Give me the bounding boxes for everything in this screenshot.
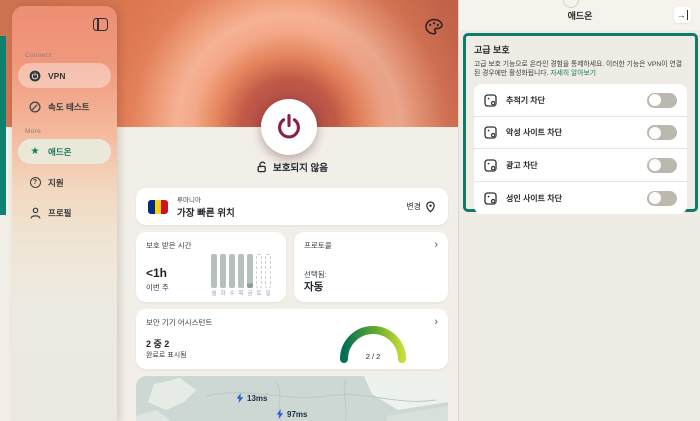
protected-time-title: 보호 받은 시간 (146, 241, 192, 250)
ping-badge: 97ms (276, 409, 307, 419)
toggle-switch-trackers[interactable] (647, 92, 677, 108)
theme-palette-icon[interactable] (424, 17, 444, 37)
usage-bar (211, 254, 217, 288)
gauge-label: 2 / 2 (365, 352, 381, 361)
security-assistant-card[interactable]: 보안 기기 어시스턴트 › 2 중 2 완료로 표시됨 2 / 2 (136, 309, 448, 369)
protected-time-card[interactable]: 보호 받은 시간 월 화 수 목 금 토 일 <1h 이번 (136, 232, 286, 302)
usage-bar (238, 254, 244, 288)
addons-panel: 애드온 → 고급 보호 고급 보호 기능으로 온라인 경험을 통제하세요. 이러… (458, 0, 700, 421)
protocol-value: 자동 (304, 281, 324, 293)
chevron-right-icon: › (434, 239, 438, 251)
usage-bar-future (256, 254, 262, 288)
tracker-blocker-icon (484, 126, 497, 139)
help-icon: ? (29, 177, 41, 188)
vpn-power-icon (29, 70, 41, 82)
protocol-card[interactable]: 프로토콜 › 선택됨: 자동 (294, 232, 448, 302)
chevron-right-icon: › (434, 316, 438, 328)
location-country: 루마니아 (177, 197, 201, 204)
star-icon: ★ (30, 145, 40, 157)
protection-toggles-card: 추적기 차단 악성 사이트 차단 (474, 84, 687, 215)
day-labels: 월 화 수 목 금 토 일 (211, 291, 271, 297)
location-title: 가장 빠른 위치 (177, 208, 235, 219)
status-label: 보호되지 않음 (272, 163, 329, 174)
protocol-title: 프로토콜 (304, 241, 332, 250)
usage-bar (229, 254, 235, 288)
toggle-switch-adult-sites[interactable] (647, 190, 677, 206)
connect-power-button[interactable] (261, 99, 317, 155)
lightning-icon (276, 409, 284, 419)
protected-time-value: <1h (146, 266, 168, 280)
ping-badge: 13ms (236, 393, 267, 403)
toggle-row-ads: 광고 차단 (474, 149, 687, 182)
usage-bar-today (247, 254, 253, 288)
weekly-usage-bars (211, 250, 277, 288)
power-icon (278, 113, 300, 139)
panel-handle-icon (563, 0, 579, 8)
protected-time-period: 이번 주 (146, 283, 169, 292)
latency-map-card[interactable]: 13ms 97ms (136, 376, 448, 421)
toggle-row-adult-sites: 성인 사이트 차단 (474, 182, 687, 215)
addons-panel-title: 애드온 (567, 10, 593, 21)
toggle-switch-malware[interactable] (647, 125, 677, 141)
sidebar-item-addons[interactable]: ★ 애드온 (18, 139, 111, 164)
assistant-count: 2 중 2 (146, 339, 170, 349)
collapse-panel-icon[interactable]: → (674, 7, 691, 23)
europe-map (136, 376, 448, 421)
change-location-button[interactable]: 변경 (406, 200, 436, 213)
location-card[interactable]: 루마니아 가장 빠른 위치 변경 (136, 188, 448, 225)
completion-gauge: 2 / 2 (336, 321, 410, 363)
sidebar-section-more: More (25, 128, 42, 135)
sidebar-collapse-icon[interactable] (93, 18, 108, 31)
advanced-protection-description: 고급 보호 기능으로 온라인 경험을 통제하세요. 이러한 기능은 VPN이 연… (474, 61, 682, 78)
protection-status: 보호되지 않음 (136, 160, 448, 174)
sidebar-item-profile[interactable]: 프로필 (18, 200, 111, 225)
tracker-blocker-icon (484, 191, 497, 205)
sidebar-item-speed-test[interactable]: 속도 테스트 (18, 94, 111, 119)
assistant-note: 완료로 표시됨 (146, 352, 187, 359)
toggle-row-malware: 악성 사이트 차단 (474, 117, 687, 150)
profile-icon (29, 207, 41, 219)
speedometer-icon (29, 100, 41, 113)
sidebar-section-connect: Connect (25, 52, 52, 59)
sidebar-item-support[interactable]: ? 지원 (18, 170, 111, 195)
toggle-row-trackers: 추적기 차단 (474, 84, 687, 117)
assistant-title: 보안 기기 어시스턴트 (146, 318, 213, 327)
addons-panel-header: 애드온 → (459, 0, 700, 30)
usage-bar (220, 254, 226, 288)
sidebar-item-vpn[interactable]: VPN (18, 63, 111, 88)
toggle-switch-ads[interactable] (647, 157, 677, 173)
romania-flag-icon (148, 199, 168, 214)
lightning-icon (236, 393, 244, 403)
tracker-blocker-icon (484, 158, 497, 172)
advanced-protection-title: 고급 보호 (474, 45, 510, 55)
protocol-selected-label: 선택됨: (304, 270, 327, 279)
tracker-blocker-icon (484, 93, 497, 107)
unlocked-padlock-icon (257, 161, 266, 173)
window-edge-strip (0, 36, 6, 215)
usage-bar-future (265, 254, 271, 288)
advanced-protection-section: 고급 보호 고급 보호 기능으로 온라인 경험을 통제하세요. 이러한 기능은 … (463, 33, 698, 215)
sidebar: Connect VPN 속도 테스트 More ★ (12, 6, 117, 421)
learn-more-link[interactable]: 자세히 알아보기 (550, 70, 597, 78)
main-area: 보호되지 않음 루마니아 가장 빠른 위치 변경 보호 받은 시간 (0, 0, 458, 421)
map-pin-icon (426, 200, 435, 213)
